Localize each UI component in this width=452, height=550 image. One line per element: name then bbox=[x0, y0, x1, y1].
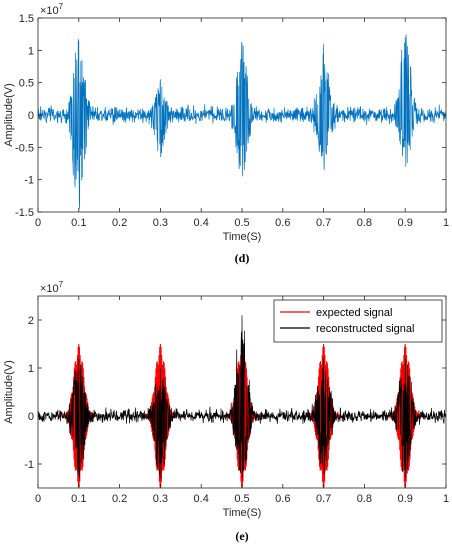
x-axis-label: Time(S) bbox=[223, 507, 262, 519]
x-tick-label: 0.6 bbox=[275, 493, 290, 505]
x-tick-label: 0.5 bbox=[234, 493, 249, 505]
legend-box bbox=[273, 299, 443, 343]
x-tick-label: 0.8 bbox=[357, 493, 372, 505]
plot-area bbox=[38, 34, 446, 209]
x-tick-label: 1 bbox=[443, 217, 449, 229]
y-exponent-label: ×107 bbox=[40, 280, 64, 295]
x-tick-label: 0.1 bbox=[71, 493, 86, 505]
panel-label: (d) bbox=[235, 251, 250, 265]
x-tick-label: 0.8 bbox=[357, 217, 372, 229]
y-exponent-label: ×107 bbox=[40, 2, 64, 17]
x-tick-label: 0 bbox=[35, 493, 41, 505]
x-tick-label: 0.5 bbox=[234, 217, 249, 229]
x-tick-label: 0.6 bbox=[275, 217, 290, 229]
chart-panel-d: 0 0.1 0.2 0.3 0.4 0.5 0.6 0.7 0.8 0.9 1 -1.5 -1 -0.5 0… bbox=[3, 2, 449, 265]
chart-panel-e: 0 0.1 0.2 0.3 0.4 0.5 0.6 0.7 0.8 0.9 1 -1 0 1 2 ×107 Ti… bbox=[3, 280, 449, 543]
x-tick-label: 0 bbox=[35, 217, 41, 229]
y-tick-label: 1 bbox=[28, 363, 34, 375]
y-tick-label: 0 bbox=[28, 110, 34, 122]
y-tick-label: -0.5 bbox=[15, 142, 34, 154]
y-tick-label: -1 bbox=[24, 175, 34, 187]
y-tick-label: -1.5 bbox=[15, 207, 34, 219]
x-tick-label: 0.9 bbox=[398, 493, 413, 505]
x-tick-label: 0.7 bbox=[316, 493, 331, 505]
panel-label: (e) bbox=[235, 529, 248, 543]
x-tick-label: 0.2 bbox=[112, 217, 127, 229]
x-tick-label: 0.3 bbox=[153, 217, 168, 229]
legend: expected signal reconstructed signal bbox=[273, 299, 443, 343]
y-axis-label: Amplitude(V) bbox=[3, 83, 15, 147]
x-tick-label: 0.2 bbox=[112, 493, 127, 505]
x-axis-label: Time(S) bbox=[223, 231, 262, 243]
y-tick-label: 2 bbox=[28, 315, 34, 327]
y-tick-label: 1.5 bbox=[19, 13, 34, 25]
y-tick-label: 0.5 bbox=[19, 78, 34, 90]
x-tick-label: 0.3 bbox=[153, 493, 168, 505]
x-tick-label: 0.4 bbox=[194, 217, 209, 229]
y-tick-label: -1 bbox=[24, 459, 34, 471]
series-signal bbox=[38, 34, 446, 209]
legend-label: reconstructed signal bbox=[316, 323, 414, 335]
series-reconstructed-signal bbox=[38, 315, 446, 479]
x-tick-label: 0.7 bbox=[316, 217, 331, 229]
x-tick-label: 0.9 bbox=[398, 217, 413, 229]
x-tick-label: 1 bbox=[443, 493, 449, 505]
y-tick-label: 0 bbox=[28, 411, 34, 423]
y-tick-label: 1 bbox=[28, 45, 34, 57]
x-tick-label: 0.1 bbox=[71, 217, 86, 229]
y-axis-label: Amplitude(V) bbox=[3, 360, 15, 424]
plot-area bbox=[38, 315, 446, 488]
legend-label: expected signal bbox=[316, 307, 392, 319]
x-tick-label: 0.4 bbox=[194, 493, 209, 505]
